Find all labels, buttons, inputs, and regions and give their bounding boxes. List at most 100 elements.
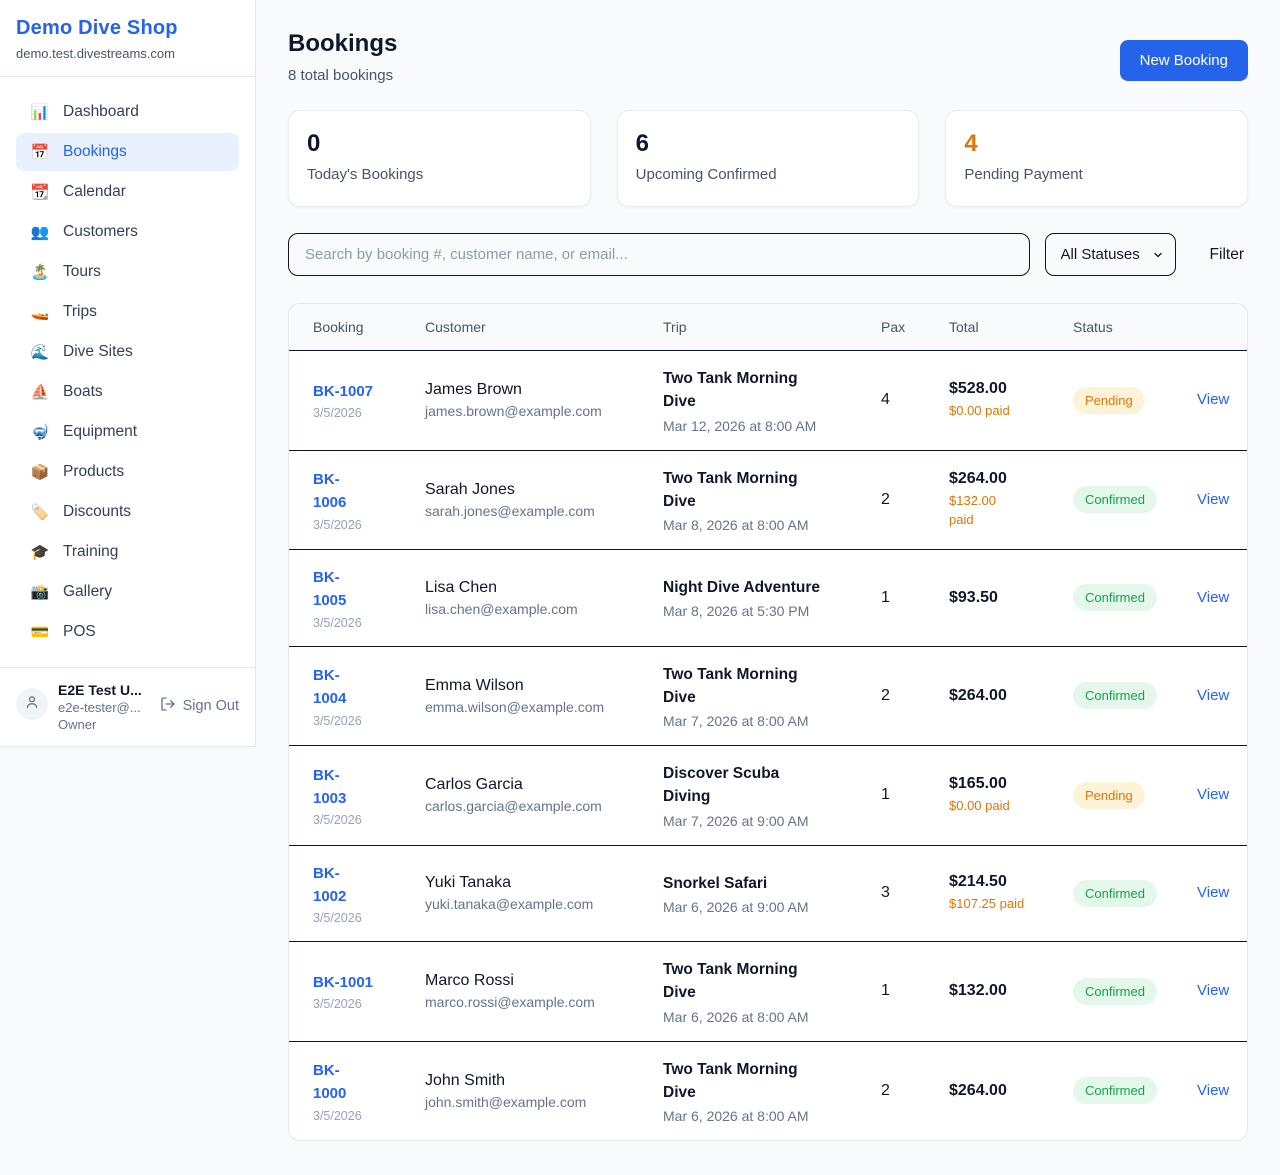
- view-link[interactable]: View: [1197, 391, 1230, 409]
- customer-email: lisa.chen@example.com: [425, 600, 578, 617]
- sidebar-item-dive-sites[interactable]: 🌊 Dive Sites: [16, 333, 239, 371]
- table-row: BK- 1005 3/5/2026 Lisa Chen lisa.chen@exampl…: [289, 550, 1247, 647]
- sidebar-nav: 📊 Dashboard 📅 Bookings 📆 Calendar 👥 Customers 🏝️…: [0, 77, 255, 659]
- logout-icon: [160, 696, 176, 716]
- view-link[interactable]: View: [1197, 982, 1230, 1000]
- total-cell: $528.00 $0.00 paid: [949, 380, 1073, 421]
- trip-cell: Snorkel Safari Mar 6, 2026 at 9:00 AM: [663, 872, 881, 915]
- customer-name: Emma Wilson: [425, 676, 524, 694]
- trip-cell: Two Tank Morning Dive Mar 8, 2026 at 8:00…: [663, 467, 881, 534]
- table-row: BK- 1004 3/5/2026 Emma Wilson emma.wilson@ex…: [289, 646, 1247, 746]
- status-badge: Pending: [1073, 386, 1145, 414]
- column-header: Booking: [313, 319, 364, 335]
- sidebar-item-boats[interactable]: ⛵ Boats: [16, 373, 239, 411]
- user-info: E2E Test U... e2e-tester@... Owner: [58, 682, 142, 732]
- total-cell: $264.00: [949, 1082, 1073, 1100]
- pax-count: 2: [881, 1081, 890, 1099]
- person-icon: [24, 694, 40, 715]
- sidebar-item-label: Customers: [63, 223, 138, 240]
- sidebar-item-gallery[interactable]: 📸 Gallery: [16, 573, 239, 611]
- customer-email: emma.wilson@example.com: [425, 698, 605, 715]
- sidebar-item-equipment[interactable]: 🤿 Equipment: [16, 413, 239, 451]
- calendar-icon: 📅: [30, 144, 50, 161]
- view-link[interactable]: View: [1197, 1081, 1230, 1099]
- trip-datetime: Mar 7, 2026 at 9:00 AM: [663, 812, 809, 829]
- trip-cell: Night Dive Adventure Mar 8, 2026 at 5:30 …: [663, 576, 881, 619]
- customer-name: Carlos Garcia: [425, 776, 523, 794]
- status-cell: Confirmed: [1073, 682, 1197, 710]
- sidebar-item-training[interactable]: 🎓 Training: [16, 533, 239, 571]
- view-link[interactable]: View: [1197, 786, 1230, 804]
- pax-count: 3: [881, 884, 890, 902]
- booking-cell: BK- 1006 3/5/2026: [313, 468, 425, 532]
- booking-date: 3/5/2026: [313, 615, 362, 630]
- sidebar-item-label: Training: [63, 543, 119, 560]
- customer-email: yuki.tanaka@example.com: [425, 896, 594, 913]
- sidebar-item-bookings[interactable]: 📅 Bookings: [16, 133, 239, 171]
- booking-id-link[interactable]: BK- 1005: [313, 569, 347, 610]
- booking-date: 3/5/2026: [313, 1108, 362, 1123]
- filter-button[interactable]: Filter: [1206, 246, 1248, 264]
- status-cell: Confirmed: [1073, 1077, 1197, 1105]
- pax-count: 1: [881, 982, 890, 1000]
- booking-id-link[interactable]: BK-1001: [313, 974, 374, 992]
- customer-cell: Carlos Garcia carlos.garcia@example.com: [425, 776, 663, 814]
- view-link[interactable]: View: [1197, 490, 1230, 508]
- booking-id-link[interactable]: BK- 1002: [313, 864, 347, 905]
- sign-out-button[interactable]: Sign Out: [160, 696, 239, 716]
- customer-email: marco.rossi@example.com: [425, 994, 595, 1011]
- sidebar-item-pos[interactable]: 💳 POS: [16, 613, 239, 651]
- booking-id-link[interactable]: BK- 1003: [313, 766, 347, 807]
- paid-amount: $0.00 paid: [949, 402, 1010, 418]
- sidebar-item-customers[interactable]: 👥 Customers: [16, 213, 239, 251]
- booking-cell: BK- 1002 3/5/2026: [313, 862, 425, 926]
- stat-label: Pending Payment: [964, 166, 1083, 183]
- view-cell: View: [1197, 884, 1229, 902]
- dive-mask-icon: 🤿: [30, 424, 50, 441]
- status-badge: Confirmed: [1073, 1077, 1157, 1105]
- trip-cell: Two Tank Morning Dive Mar 12, 2026 at 8:0…: [663, 367, 881, 434]
- booking-cell: BK- 1005 3/5/2026: [313, 566, 425, 630]
- customer-cell: Emma Wilson emma.wilson@example.com: [425, 677, 663, 715]
- trip-datetime: Mar 8, 2026 at 5:30 PM: [663, 603, 810, 620]
- stat-value: 0: [307, 130, 321, 157]
- search-input[interactable]: [288, 233, 1030, 276]
- sidebar-item-products[interactable]: 📦 Products: [16, 453, 239, 491]
- trip-datetime: Mar 6, 2026 at 8:00 AM: [663, 1108, 809, 1124]
- booking-id-link[interactable]: BK- 1006: [313, 471, 347, 512]
- pax-count: 1: [881, 786, 890, 804]
- sidebar-item-calendar[interactable]: 📆 Calendar: [16, 173, 239, 211]
- booking-id-link[interactable]: BK- 1000: [313, 1062, 347, 1103]
- page-header: Bookings 8 total bookings New Booking: [288, 30, 1248, 84]
- column-header: Trip: [663, 319, 687, 335]
- sidebar-item-label: POS: [63, 623, 96, 640]
- sidebar-item-label: Products: [63, 463, 125, 480]
- trip-datetime: Mar 6, 2026 at 8:00 AM: [663, 1008, 809, 1025]
- total-amount: $264.00: [949, 1081, 1007, 1099]
- package-icon: 📦: [30, 464, 50, 481]
- booking-cell: BK- 1000 3/5/2026: [313, 1059, 425, 1123]
- status-filter-select[interactable]: All Statuses: [1044, 233, 1176, 276]
- view-cell: View: [1197, 982, 1229, 1000]
- view-link[interactable]: View: [1197, 884, 1230, 902]
- total-cell: $264.00: [949, 687, 1073, 705]
- view-cell: View: [1197, 491, 1229, 509]
- booking-id-link[interactable]: BK- 1004: [313, 667, 347, 708]
- customer-cell: John Smith john.smith@example.com: [425, 1072, 663, 1110]
- sidebar-item-trips[interactable]: 🚤 Trips: [16, 293, 239, 331]
- sidebar-item-discounts[interactable]: 🏷️ Discounts: [16, 493, 239, 531]
- page-title: Bookings: [288, 30, 398, 57]
- new-booking-button[interactable]: New Booking: [1119, 40, 1248, 81]
- sidebar-item-tours[interactable]: 🏝️ Tours: [16, 253, 239, 291]
- booking-id-link[interactable]: BK-1007: [313, 383, 374, 401]
- table-row: BK- 1003 3/5/2026 Carlos Garcia carlos.garci…: [289, 746, 1247, 846]
- status-cell: Pending: [1073, 781, 1197, 809]
- view-link[interactable]: View: [1197, 588, 1230, 606]
- sidebar-item-label: Bookings: [63, 143, 127, 160]
- trip-datetime: Mar 6, 2026 at 9:00 AM: [663, 898, 809, 915]
- sidebar-item-label: Tours: [63, 263, 101, 280]
- user-role: Owner: [58, 717, 97, 732]
- status-badge: Confirmed: [1073, 879, 1157, 907]
- sidebar-item-dashboard[interactable]: 📊 Dashboard: [16, 93, 239, 131]
- view-link[interactable]: View: [1197, 686, 1230, 704]
